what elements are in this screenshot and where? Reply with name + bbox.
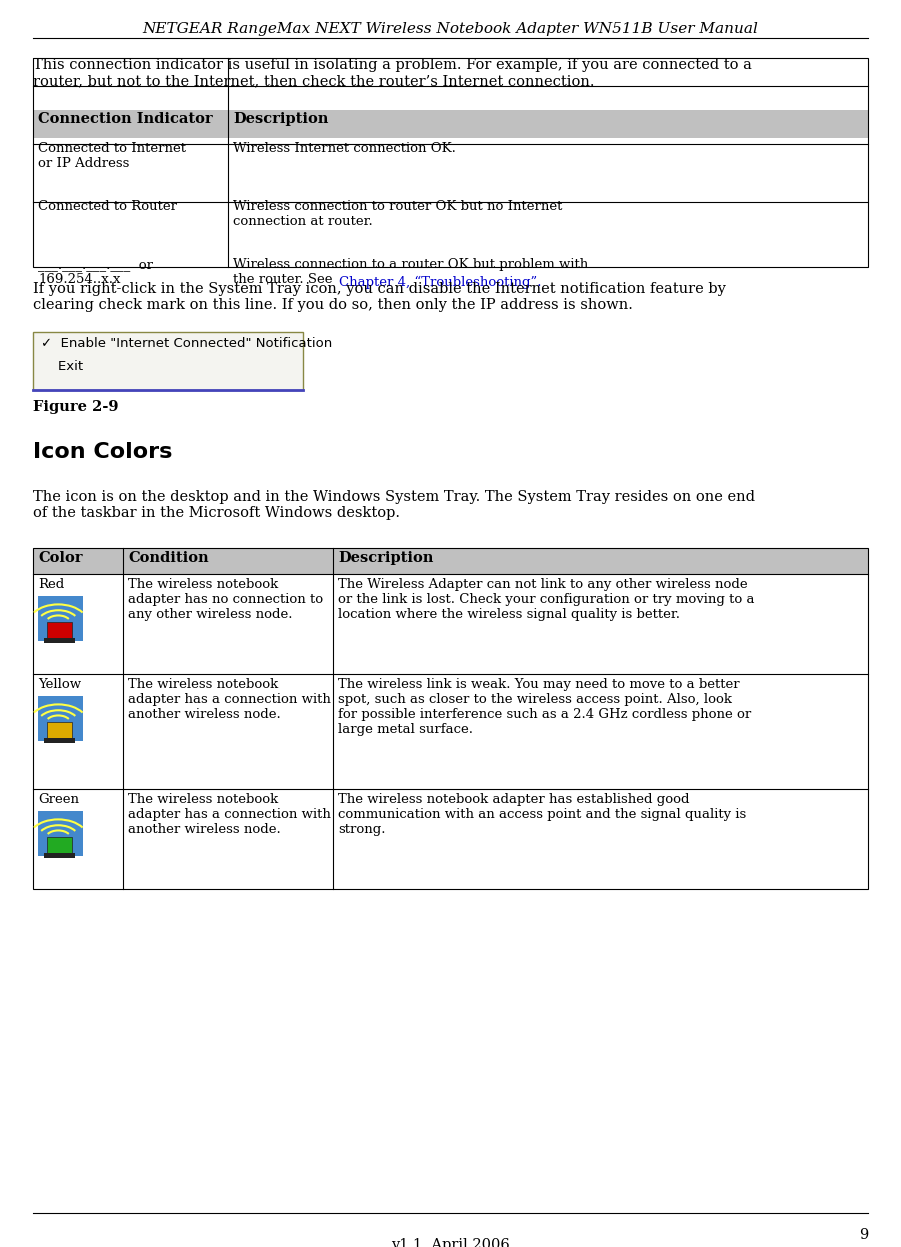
Text: 9: 9 — [859, 1228, 868, 1242]
Text: The wireless notebook adapter has established good
communication with an access : The wireless notebook adapter has establ… — [338, 793, 746, 835]
Text: ___.___.___.___  or
169.254..x.x: ___.___.___.___ or 169.254..x.x — [38, 258, 153, 286]
Bar — [44, 638, 75, 643]
Text: Connected to Router: Connected to Router — [38, 200, 177, 213]
Bar — [44, 738, 75, 743]
Text: Wireless connection to a router OK but problem with
the router. See: Wireless connection to a router OK but p… — [233, 258, 588, 286]
Text: Wireless Internet connection OK.: Wireless Internet connection OK. — [233, 142, 456, 155]
Bar — [33, 332, 303, 390]
Text: Chapter 4, “Troubleshooting”.: Chapter 4, “Troubleshooting”. — [339, 276, 542, 289]
Text: The wireless notebook
adapter has a connection with
another wireless node.: The wireless notebook adapter has a conn… — [128, 678, 331, 721]
Bar — [33, 547, 868, 889]
Bar — [47, 837, 72, 853]
Text: ✓  Enable "Internet Connected" Notification: ✓ Enable "Internet Connected" Notificati… — [41, 337, 332, 350]
Text: Connected to Internet
or IP Address: Connected to Internet or IP Address — [38, 142, 186, 170]
Text: Condition: Condition — [128, 551, 209, 565]
Bar — [33, 547, 868, 574]
Bar — [38, 596, 83, 641]
Text: Figure 2-9: Figure 2-9 — [33, 400, 119, 414]
Bar — [33, 110, 868, 138]
Text: Description: Description — [338, 551, 433, 565]
Text: Green: Green — [38, 793, 79, 806]
Text: Red: Red — [38, 579, 64, 591]
Bar — [38, 811, 83, 855]
Text: The Wireless Adapter can not link to any other wireless node
or the link is lost: The Wireless Adapter can not link to any… — [338, 579, 754, 621]
Text: Icon Colors: Icon Colors — [33, 441, 172, 461]
Bar — [47, 622, 72, 638]
Bar — [47, 722, 72, 738]
Text: Wireless connection to router OK but no Internet
connection at router.: Wireless connection to router OK but no … — [233, 200, 562, 228]
Text: Description: Description — [233, 112, 328, 126]
Text: If you right-click in the System Tray icon, you can disable the Internet notific: If you right-click in the System Tray ic… — [33, 282, 726, 312]
Text: This connection indicator is useful in isolating a problem. For example, if you : This connection indicator is useful in i… — [33, 59, 751, 89]
Bar — [38, 696, 83, 741]
Text: Yellow: Yellow — [38, 678, 81, 691]
Bar — [44, 853, 75, 858]
Text: Exit: Exit — [41, 360, 83, 373]
Bar — [33, 59, 868, 267]
Text: Color: Color — [38, 551, 83, 565]
Text: Connection Indicator: Connection Indicator — [38, 112, 213, 126]
Text: The wireless notebook
adapter has no connection to
any other wireless node.: The wireless notebook adapter has no con… — [128, 579, 323, 621]
Text: The wireless link is weak. You may need to move to a better
spot, such as closer: The wireless link is weak. You may need … — [338, 678, 751, 736]
Text: The wireless notebook
adapter has a connection with
another wireless node.: The wireless notebook adapter has a conn… — [128, 793, 331, 835]
Text: The icon is on the desktop and in the Windows System Tray. The System Tray resid: The icon is on the desktop and in the Wi… — [33, 490, 755, 520]
Text: v1.1, April 2006: v1.1, April 2006 — [391, 1238, 510, 1247]
Text: NETGEAR RangeMax NEXT Wireless Notebook Adapter WN511B User Manual: NETGEAR RangeMax NEXT Wireless Notebook … — [142, 22, 759, 36]
